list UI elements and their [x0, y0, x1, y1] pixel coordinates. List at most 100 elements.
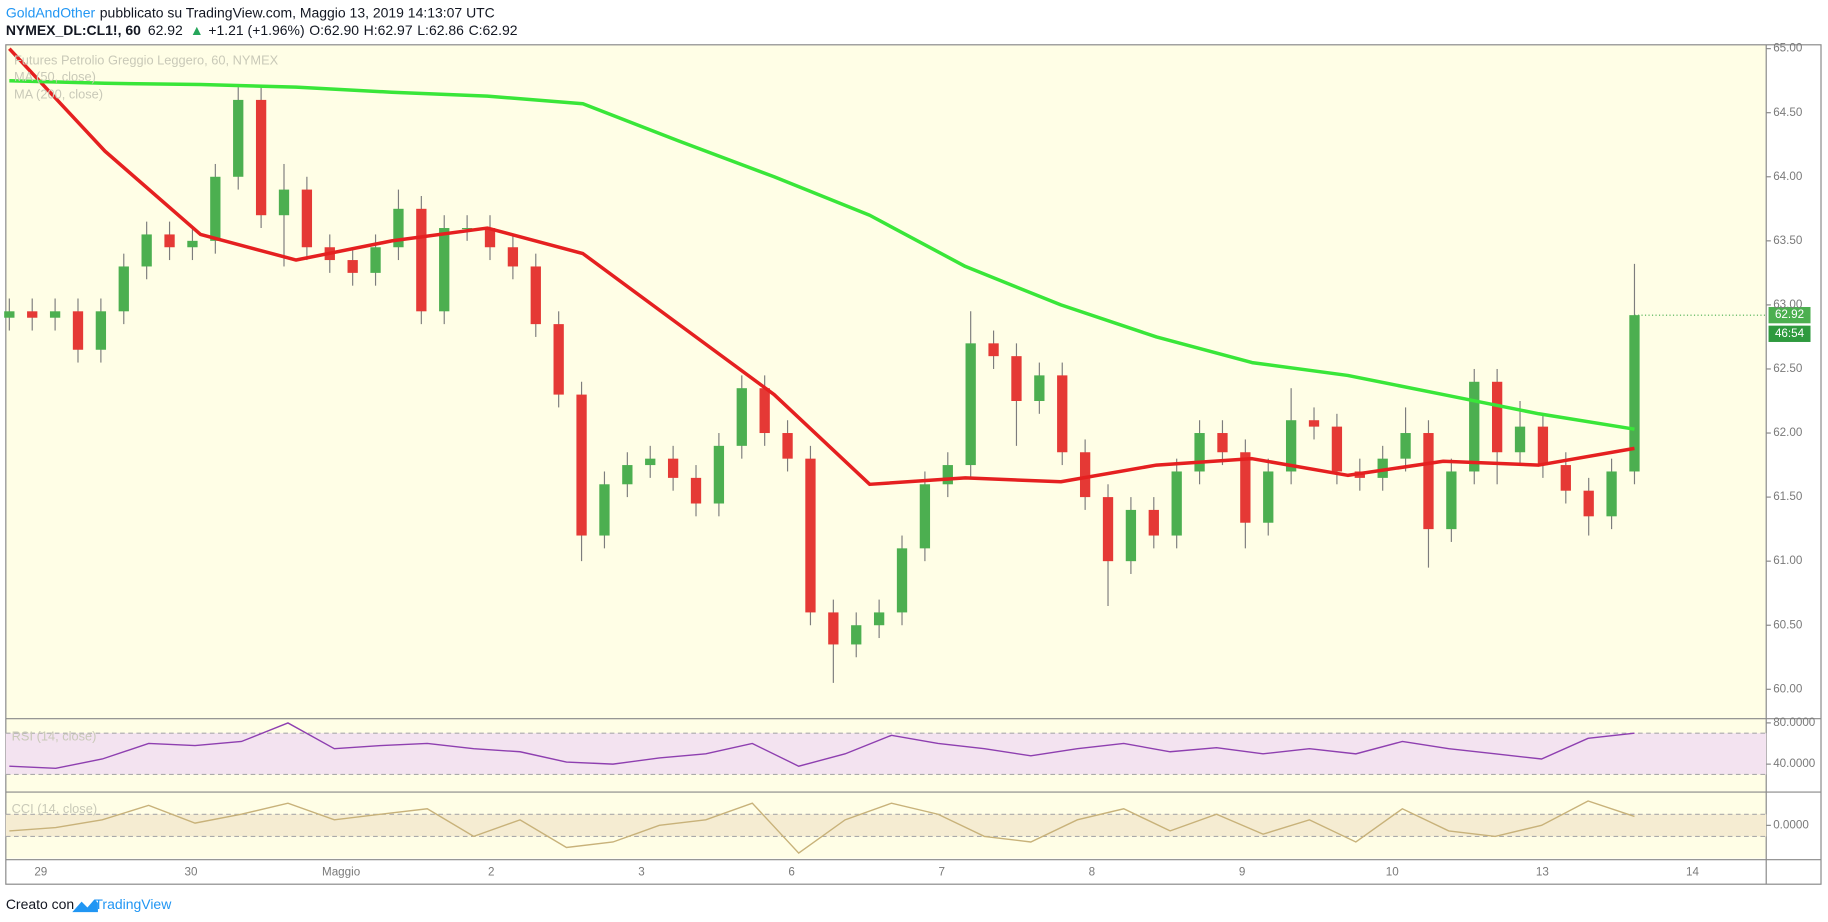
candle-body — [141, 234, 152, 267]
candle-body — [1423, 433, 1434, 530]
candle-body — [576, 394, 587, 536]
candle-body — [553, 324, 564, 395]
band-fill — [5, 733, 1767, 775]
c-value: 62.92 — [483, 22, 518, 38]
candle-body — [393, 208, 404, 248]
candle-body — [988, 343, 999, 357]
time-axis-background — [5, 860, 1767, 885]
h-label: H: — [364, 22, 378, 38]
y-tick-label: 65.00 — [1773, 42, 1803, 55]
countdown-label: 46:54 — [1775, 327, 1805, 340]
candle-body — [210, 176, 221, 241]
candle-body — [1263, 471, 1274, 523]
candle-body — [164, 234, 175, 248]
candle-body — [851, 625, 862, 645]
legend-entry: MA (200, close) — [14, 86, 103, 101]
last-price-label: 62.92 — [1775, 308, 1804, 321]
candle-body — [1034, 375, 1045, 402]
y-tick-label: 63.50 — [1773, 234, 1803, 247]
l-label: L: — [417, 22, 429, 38]
candle-body — [713, 445, 725, 504]
y-tick-label: 61.50 — [1773, 490, 1803, 503]
candle-body — [484, 228, 496, 248]
l-value: 62.86 — [429, 22, 464, 38]
candle-body — [1400, 433, 1411, 459]
frame — [5, 44, 1822, 885]
price-label-bg — [1768, 306, 1811, 324]
candle-body — [1240, 452, 1251, 523]
candle-body — [347, 260, 358, 273]
candle-body — [1469, 381, 1480, 472]
x-tick-label: 14 — [1686, 866, 1699, 879]
h-value: 62.97 — [378, 22, 413, 38]
panel-title: CCI (14, close) — [12, 801, 97, 816]
candle-body — [1102, 497, 1114, 562]
author[interactable]: GoldAndOther — [6, 4, 96, 20]
candle-body — [461, 228, 473, 230]
ma-line — [9, 78, 1635, 431]
y-tick-label: 63.00 — [1773, 298, 1803, 311]
candle-body — [782, 433, 793, 459]
footer-text: Creato con — [6, 896, 74, 912]
candle-body — [1285, 420, 1297, 472]
candle-body — [95, 311, 107, 350]
x-tick-label: 6 — [788, 866, 794, 879]
x-tick-label: 9 — [1239, 866, 1245, 879]
candle-body — [667, 458, 679, 478]
chart-title: Futures Petrolio Greggio Leggero, 60, NY… — [14, 53, 279, 68]
candle-body — [1446, 471, 1457, 530]
candle-body — [27, 311, 38, 318]
candle-body — [1606, 471, 1617, 517]
candle-body — [118, 266, 129, 312]
x-tick-label: 7 — [939, 866, 945, 879]
legend-entry: MA (50, close) — [14, 69, 96, 84]
candle-body — [1308, 420, 1320, 427]
footer-brand[interactable]: TradingView — [94, 896, 172, 912]
y-tick-label: 60.50 — [1773, 618, 1803, 631]
candle-body — [301, 189, 313, 248]
c-label: C: — [469, 22, 483, 38]
brand-logo — [72, 899, 98, 913]
candle-body — [233, 99, 244, 177]
candle-body — [1514, 426, 1526, 453]
candle-body — [439, 228, 450, 312]
indicator-line — [9, 722, 1635, 770]
candle-body — [1057, 375, 1068, 453]
candle-body — [942, 465, 953, 485]
candle-body — [530, 266, 541, 325]
y-tick-label: 80.0000 — [1773, 716, 1816, 729]
change-arrow: ▲ — [190, 22, 204, 38]
candle-body — [965, 343, 976, 466]
candle-body — [278, 189, 290, 216]
candle-body — [873, 612, 885, 626]
symbol: NYMEX_DL:CL1!, 60 — [6, 22, 141, 38]
candle-body — [805, 458, 816, 613]
candle-body — [187, 240, 198, 248]
candle-body — [4, 311, 15, 318]
y-tick-label: 62.50 — [1773, 362, 1803, 375]
candle-body — [1194, 433, 1205, 472]
candle-body — [1011, 356, 1022, 402]
candle-body — [1583, 490, 1594, 517]
x-tick-label: 29 — [34, 866, 47, 879]
candle-body — [1537, 426, 1549, 466]
y-tick-label: 60.00 — [1773, 682, 1803, 695]
x-tick-label: Maggio — [322, 866, 360, 879]
y-tick-label: 64.50 — [1773, 106, 1803, 119]
x-tick-label: 30 — [184, 866, 197, 879]
x-tick-label: 3 — [638, 866, 644, 879]
header-line-1: GoldAndOther pubblicato su TradingView.co… — [6, 4, 495, 20]
candle-body — [1331, 426, 1343, 472]
candle-body — [599, 484, 610, 536]
published: pubblicato su TradingView.com, Maggio 13… — [100, 4, 495, 20]
candle-body — [690, 477, 702, 504]
indicator-line — [9, 800, 1635, 854]
candle-body — [1217, 433, 1228, 453]
candle-body — [919, 484, 931, 549]
candle-body — [828, 612, 839, 645]
candle-body — [645, 458, 656, 466]
chart-layer: 29 30 Maggio 2 3 6 7 8 9 10 13 14 62.92 46:54 60.00 60.… — [4, 42, 1816, 879]
candle-body — [1377, 458, 1388, 478]
y-tick-label: 0.0000 — [1773, 818, 1809, 831]
